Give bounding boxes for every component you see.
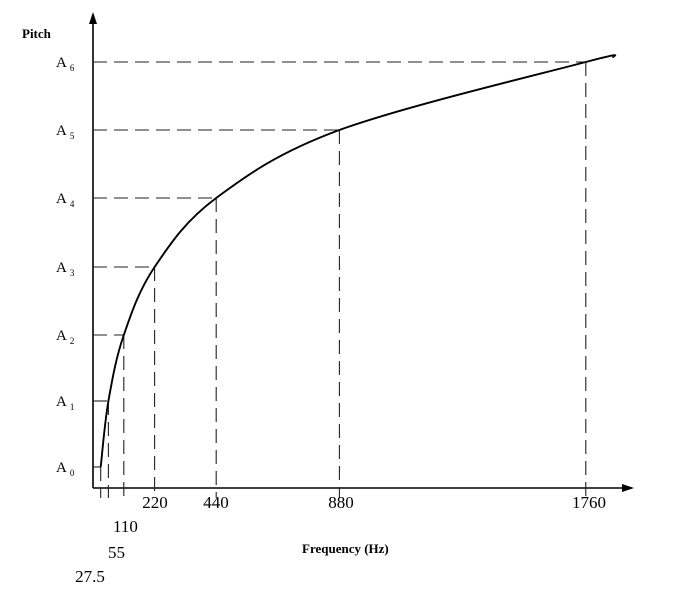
pitch-frequency-curve bbox=[99, 54, 617, 468]
y-tick-labels: A 0 A 1 A 2 A 3 A 4 A 5 A 6 bbox=[56, 55, 75, 478]
y-axis-arrowhead bbox=[89, 12, 97, 24]
pitch-curve bbox=[99, 54, 617, 468]
x-tick-label-5: 880 bbox=[328, 493, 354, 512]
x-tick-label-4: 440 bbox=[203, 493, 229, 512]
x-tick-label-1: 55 bbox=[108, 543, 125, 562]
x-axis-title: Frequency (Hz) bbox=[302, 541, 389, 556]
x-tick-label-6: 1760 bbox=[572, 493, 606, 512]
y-axis-title: Pitch bbox=[22, 26, 52, 41]
x-tick-label-0: 27.5 bbox=[75, 567, 105, 586]
x-tick-label-2: 110 bbox=[113, 517, 138, 536]
x-tick-label-3: 220 bbox=[142, 493, 168, 512]
x-axis-arrowhead bbox=[622, 484, 634, 492]
guide-lines bbox=[93, 61, 588, 498]
